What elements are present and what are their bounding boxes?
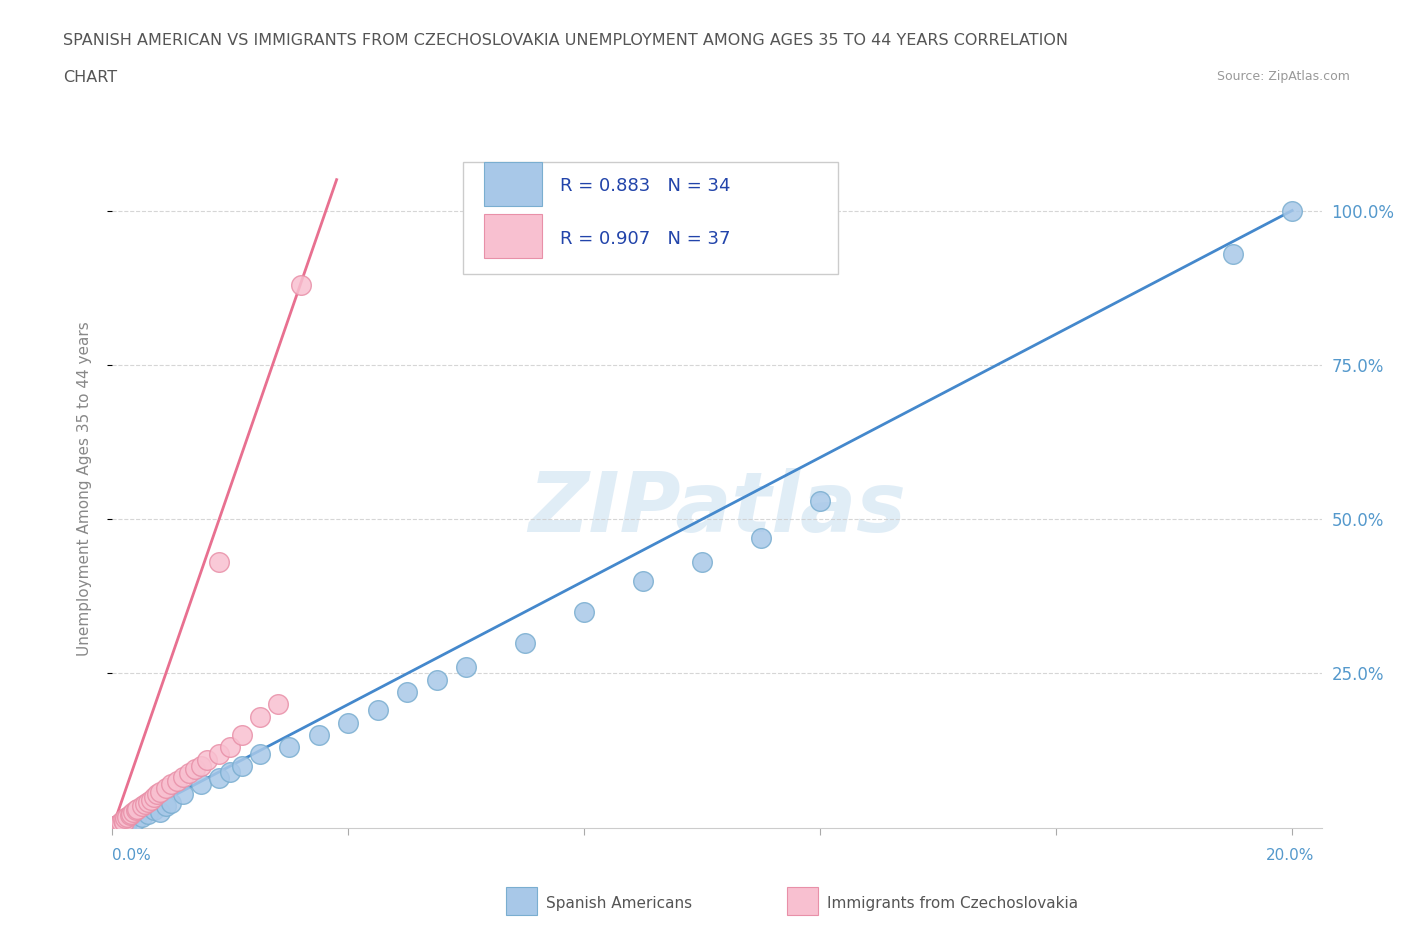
Point: [125, 813, 148, 828]
Point: [172, 770, 194, 785]
Point: [125, 803, 148, 817]
Point: [231, 759, 253, 774]
Text: Spanish Americans: Spanish Americans: [546, 897, 692, 911]
Point: [120, 806, 142, 821]
Point: [515, 635, 537, 650]
Point: [633, 574, 655, 589]
Point: [110, 815, 132, 830]
Point: [142, 790, 165, 804]
Point: [166, 774, 188, 789]
Point: [136, 794, 159, 809]
Text: 0.0%: 0.0%: [112, 848, 152, 863]
Point: [179, 766, 201, 781]
Point: [149, 804, 172, 819]
Point: [136, 806, 159, 821]
Point: [112, 814, 135, 829]
Point: [105, 817, 128, 832]
Point: [219, 764, 242, 779]
Point: [115, 809, 138, 824]
Point: [208, 746, 231, 761]
Y-axis label: Unemployment Among Ages 35 to 44 years: Unemployment Among Ages 35 to 44 years: [77, 321, 91, 656]
Point: [1222, 246, 1244, 261]
Point: [127, 802, 149, 817]
Point: [808, 493, 831, 508]
Point: [266, 697, 288, 711]
FancyBboxPatch shape: [463, 163, 838, 274]
Point: [104, 819, 127, 834]
Point: [149, 785, 172, 800]
Text: Immigrants from Czechoslovakia: Immigrants from Czechoslovakia: [827, 897, 1078, 911]
Point: [120, 808, 142, 823]
Point: [160, 795, 183, 810]
Point: [112, 813, 135, 828]
Point: [112, 814, 135, 829]
Point: [574, 604, 596, 619]
Point: [231, 727, 253, 742]
Point: [219, 740, 242, 755]
Point: [134, 797, 156, 812]
Point: [278, 740, 301, 755]
Point: [108, 816, 131, 830]
Point: [184, 762, 207, 777]
Point: [208, 555, 231, 570]
Text: R = 0.907   N = 37: R = 0.907 N = 37: [560, 230, 730, 247]
Point: [692, 555, 714, 570]
Point: [155, 780, 177, 795]
Point: [208, 771, 231, 786]
Point: [367, 703, 389, 718]
Point: [139, 792, 162, 807]
FancyBboxPatch shape: [484, 214, 541, 259]
Point: [456, 659, 478, 674]
Point: [160, 777, 183, 792]
Text: ZIPatlas: ZIPatlas: [529, 468, 905, 549]
Point: [110, 818, 132, 833]
Text: R = 0.883   N = 34: R = 0.883 N = 34: [560, 177, 730, 195]
Point: [107, 817, 129, 832]
Point: [172, 787, 194, 802]
Point: [142, 803, 165, 817]
Point: [103, 819, 125, 834]
FancyBboxPatch shape: [484, 162, 541, 206]
Text: 20.0%: 20.0%: [1267, 848, 1315, 863]
Point: [114, 811, 136, 826]
Point: [337, 715, 360, 730]
Point: [249, 710, 271, 724]
Point: [122, 804, 145, 819]
Point: [107, 817, 129, 832]
Point: [145, 787, 167, 802]
Text: SPANISH AMERICAN VS IMMIGRANTS FROM CZECHOSLOVAKIA UNEMPLOYMENT AMONG AGES 35 TO: SPANISH AMERICAN VS IMMIGRANTS FROM CZEC…: [63, 33, 1069, 47]
Point: [290, 277, 312, 292]
Point: [190, 777, 212, 792]
Point: [396, 684, 419, 699]
Point: [308, 727, 330, 742]
Point: [131, 809, 153, 824]
Point: [115, 816, 138, 830]
Point: [190, 759, 212, 774]
Point: [749, 530, 772, 545]
Point: [249, 746, 271, 761]
Point: [104, 818, 127, 833]
Point: [131, 799, 153, 814]
Text: CHART: CHART: [63, 70, 117, 85]
Point: [155, 799, 177, 814]
Point: [1281, 203, 1303, 218]
Text: Source: ZipAtlas.com: Source: ZipAtlas.com: [1216, 70, 1350, 83]
Point: [195, 752, 218, 767]
Point: [426, 672, 449, 687]
Point: [120, 811, 142, 826]
